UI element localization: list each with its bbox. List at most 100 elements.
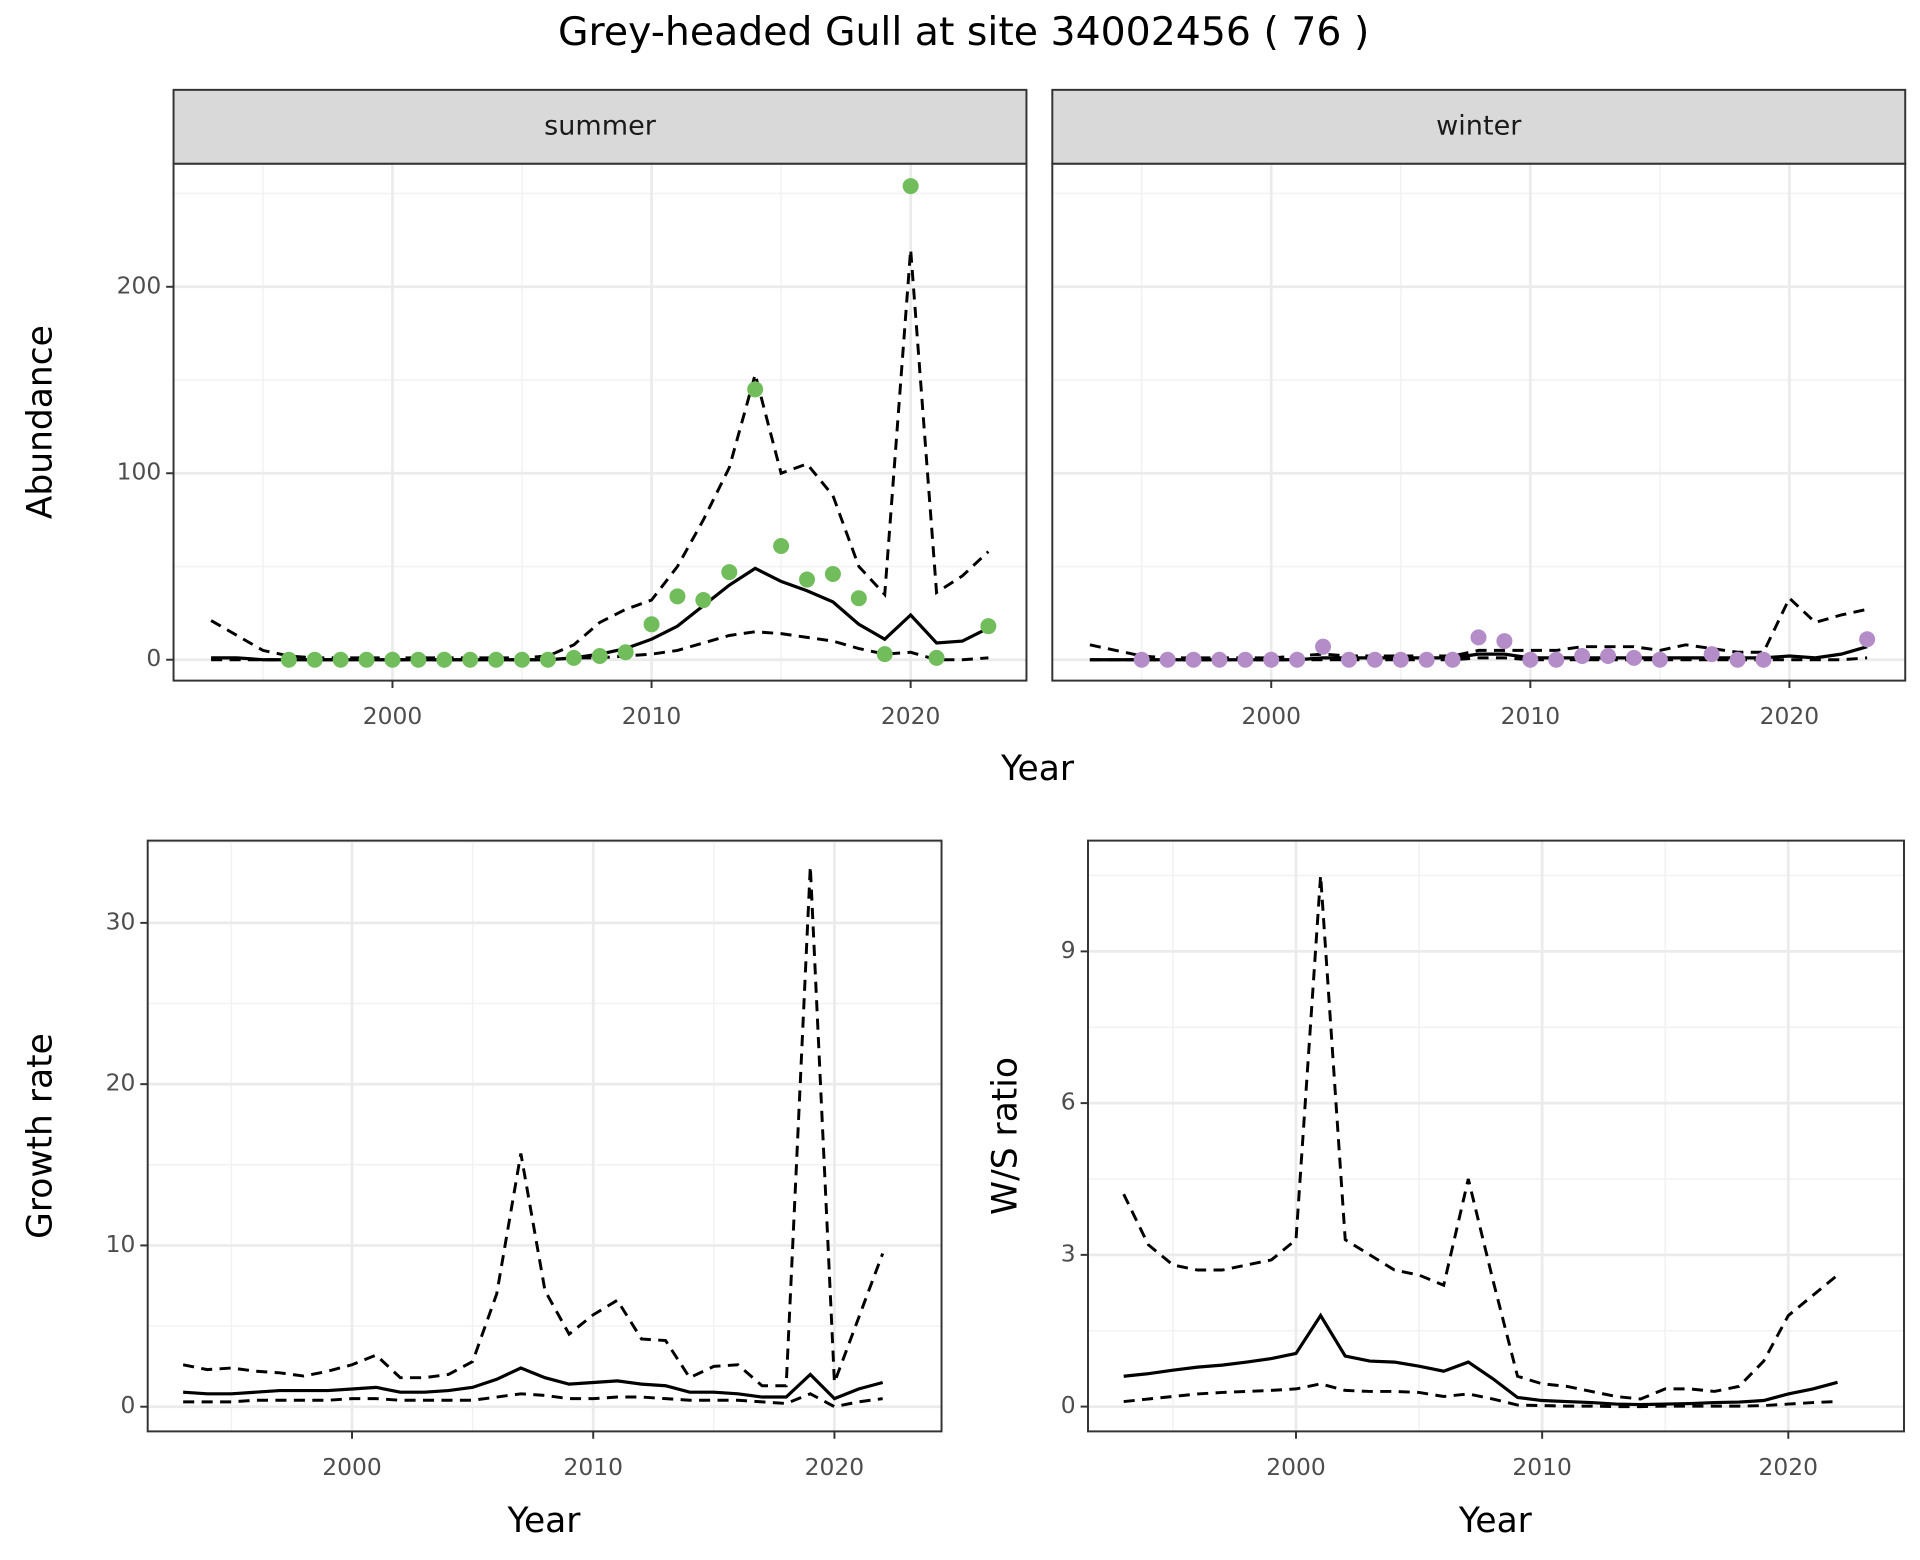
data-point [1755,651,1772,668]
y-axis-title: Abundance [20,325,60,519]
data-point [410,651,427,668]
data-point [306,651,323,668]
data-point [1340,651,1357,668]
y-tick-label: 100 [117,458,162,486]
mean-line [1123,1312,1838,1407]
strip-label: summer [544,110,657,141]
data-point [1600,648,1617,664]
data-point [1392,651,1409,668]
x-axis-title: Year [1458,1501,1533,1541]
data-point [1470,629,1487,646]
data-point [1496,633,1513,650]
data-point [565,649,582,666]
data-point [1522,651,1539,668]
x-tick-label: 2020 [1759,1453,1819,1481]
data-point [980,618,997,635]
x-tick-label: 2010 [1512,1453,1572,1481]
y-tick-label: 0 [1061,1391,1076,1419]
x-tick-label: 2020 [805,1453,865,1481]
strip [1051,88,1907,165]
panel-background [147,840,942,1432]
data-point [669,588,686,605]
panel-background [1052,163,1906,681]
data-point [721,564,738,581]
data-point [280,651,297,668]
data-point [1703,646,1720,663]
data-point [617,644,634,661]
data-point [1185,651,1202,668]
y-tick-label: 30 [106,907,136,935]
data-point [1625,649,1642,666]
x-tick-label: 2010 [563,1453,623,1481]
panel: 2000 2010 2020 winter [1051,88,1907,730]
x-tick-label: 2000 [1241,702,1301,730]
data-point [643,616,660,633]
panel-background [1088,840,1904,1432]
x-tick-label: 2000 [1266,1453,1326,1481]
data-point [1729,651,1746,668]
y-tick-label: 10 [106,1230,136,1258]
interval-line [182,866,885,1388]
panel: 2000 2010 2020 0 3 6 9 Year W/S ratio [985,839,1905,1541]
data-point [1651,651,1668,668]
data-point [1418,651,1435,668]
data-point [928,649,945,666]
data-point [824,565,841,582]
interval-line [183,1392,883,1409]
data-point [1574,648,1591,664]
x-tick-label: 2010 [1501,702,1561,730]
data-point [1366,651,1383,668]
interval-line [1123,1382,1838,1409]
data-point [695,592,712,609]
data-point [773,537,790,554]
data-point [462,651,479,668]
data-point [1211,651,1228,668]
y-tick-label: 9 [1061,936,1076,964]
data-point [384,651,401,668]
data-point [1133,651,1150,668]
y-tick-label: 6 [1061,1088,1076,1116]
data-point [902,178,919,195]
data-point [799,571,816,588]
data-point [747,381,764,398]
x-axis-title: Year [507,1501,582,1541]
data-point [1859,631,1876,648]
mean-line [183,1366,884,1401]
data-point [514,651,531,668]
y-tick-label: 20 [106,1069,136,1097]
x-axis-title: Year [1000,749,1075,789]
x-tick-label: 2020 [1760,702,1820,730]
data-point [1315,638,1332,655]
interval-line [1122,875,1839,1401]
x-tick-label: 2000 [363,702,423,730]
y-axis-title: W/S ratio [985,1057,1025,1215]
panel: 2000 2010 2020 0 10 20 30 Year Growth rate [20,839,943,1541]
panel-border [146,839,943,1433]
data-point [1444,651,1461,668]
x-tick-label: 2000 [322,1453,382,1481]
data-point [436,651,453,668]
y-tick-label: 0 [121,1391,136,1419]
y-tick-label: 3 [1061,1239,1076,1267]
panel-border [1087,839,1905,1433]
strip [172,88,1028,165]
data-point [332,651,349,668]
data-point [1263,651,1280,668]
data-point [1237,651,1254,668]
y-axis-title: Growth rate [20,1033,60,1239]
x-tick-label: 2020 [881,702,941,730]
data-point [850,590,867,607]
panel: 2000 2010 2020 0 100 200 summer Year Abundance [20,88,1075,789]
data-point [488,651,505,668]
data-point [539,651,556,668]
data-point [876,646,893,663]
data-point [591,648,608,664]
data-point [358,651,375,668]
figure-title: Grey-headed Gull at site 34002456 ( 76 ) [558,9,1369,55]
x-tick-label: 2010 [622,702,681,730]
data-point [1548,651,1565,668]
y-tick-label: 0 [146,644,161,672]
y-tick-label: 200 [117,271,162,299]
